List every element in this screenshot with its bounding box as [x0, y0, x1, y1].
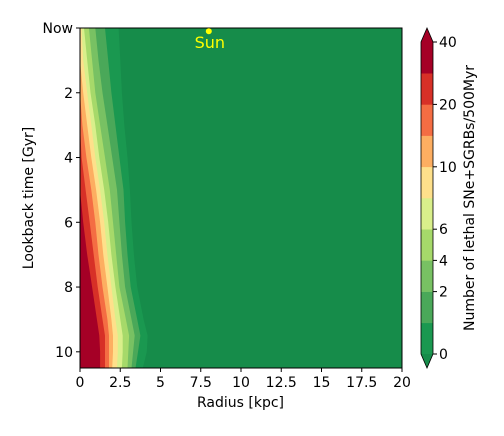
colorbar-swatch — [421, 322, 433, 355]
x-tick-label: 12.5 — [266, 375, 297, 391]
colorbar-label: Number of lethal SNe+SGRBs/500Myr — [462, 65, 478, 331]
y-tick-label: 2 — [64, 86, 73, 102]
x-tick-label: 17.5 — [346, 375, 377, 391]
y-axis-label: Lookback time [Gyr] — [21, 127, 37, 269]
x-tick-label: 2.5 — [109, 375, 131, 391]
x-tick-label: 5 — [156, 375, 165, 391]
colorbar-tick-label: 4 — [439, 253, 448, 269]
colorbar-swatch — [421, 135, 433, 168]
colorbar-tick-label: 2 — [439, 285, 448, 301]
colorbar-swatch — [421, 42, 433, 74]
colorbar-swatch — [421, 198, 433, 230]
colorbar-swatch — [421, 104, 433, 136]
x-axis-label: Radius [kpc] — [197, 395, 284, 411]
y-tick-label: 6 — [64, 215, 73, 231]
x-tick-label: 15 — [313, 375, 331, 391]
colorbar-tick-label: 10 — [439, 160, 457, 176]
x-tick-label: 10 — [232, 375, 250, 391]
colorbar-swatch — [421, 73, 433, 105]
colorbar-extend-min — [421, 354, 433, 368]
colorbar-tick-label: 6 — [439, 222, 448, 238]
y-tick-label: 10 — [55, 345, 73, 361]
colorbar-extend-max — [421, 28, 433, 42]
x-tick-label: 20 — [393, 375, 411, 391]
sun-marker — [205, 28, 212, 35]
colorbar-tick-label: 0 — [439, 347, 448, 363]
contour-region-level-30 — [80, 28, 101, 368]
colorbar-swatch — [421, 291, 433, 324]
y-tick-label: 4 — [64, 151, 73, 167]
colorbar-tick-label: 40 — [439, 35, 457, 51]
y-tick-label: Now — [43, 21, 74, 37]
x-tick-label: 7.5 — [190, 375, 212, 391]
y-tick-label: 8 — [64, 280, 73, 296]
colorbar-tick-label: 20 — [439, 97, 457, 113]
sun-label: Sun — [195, 33, 225, 52]
colorbar-swatch — [421, 260, 433, 292]
x-tick-label: 0 — [76, 375, 85, 391]
colorbar-swatch — [421, 229, 433, 261]
colorbar-swatch — [421, 166, 433, 199]
